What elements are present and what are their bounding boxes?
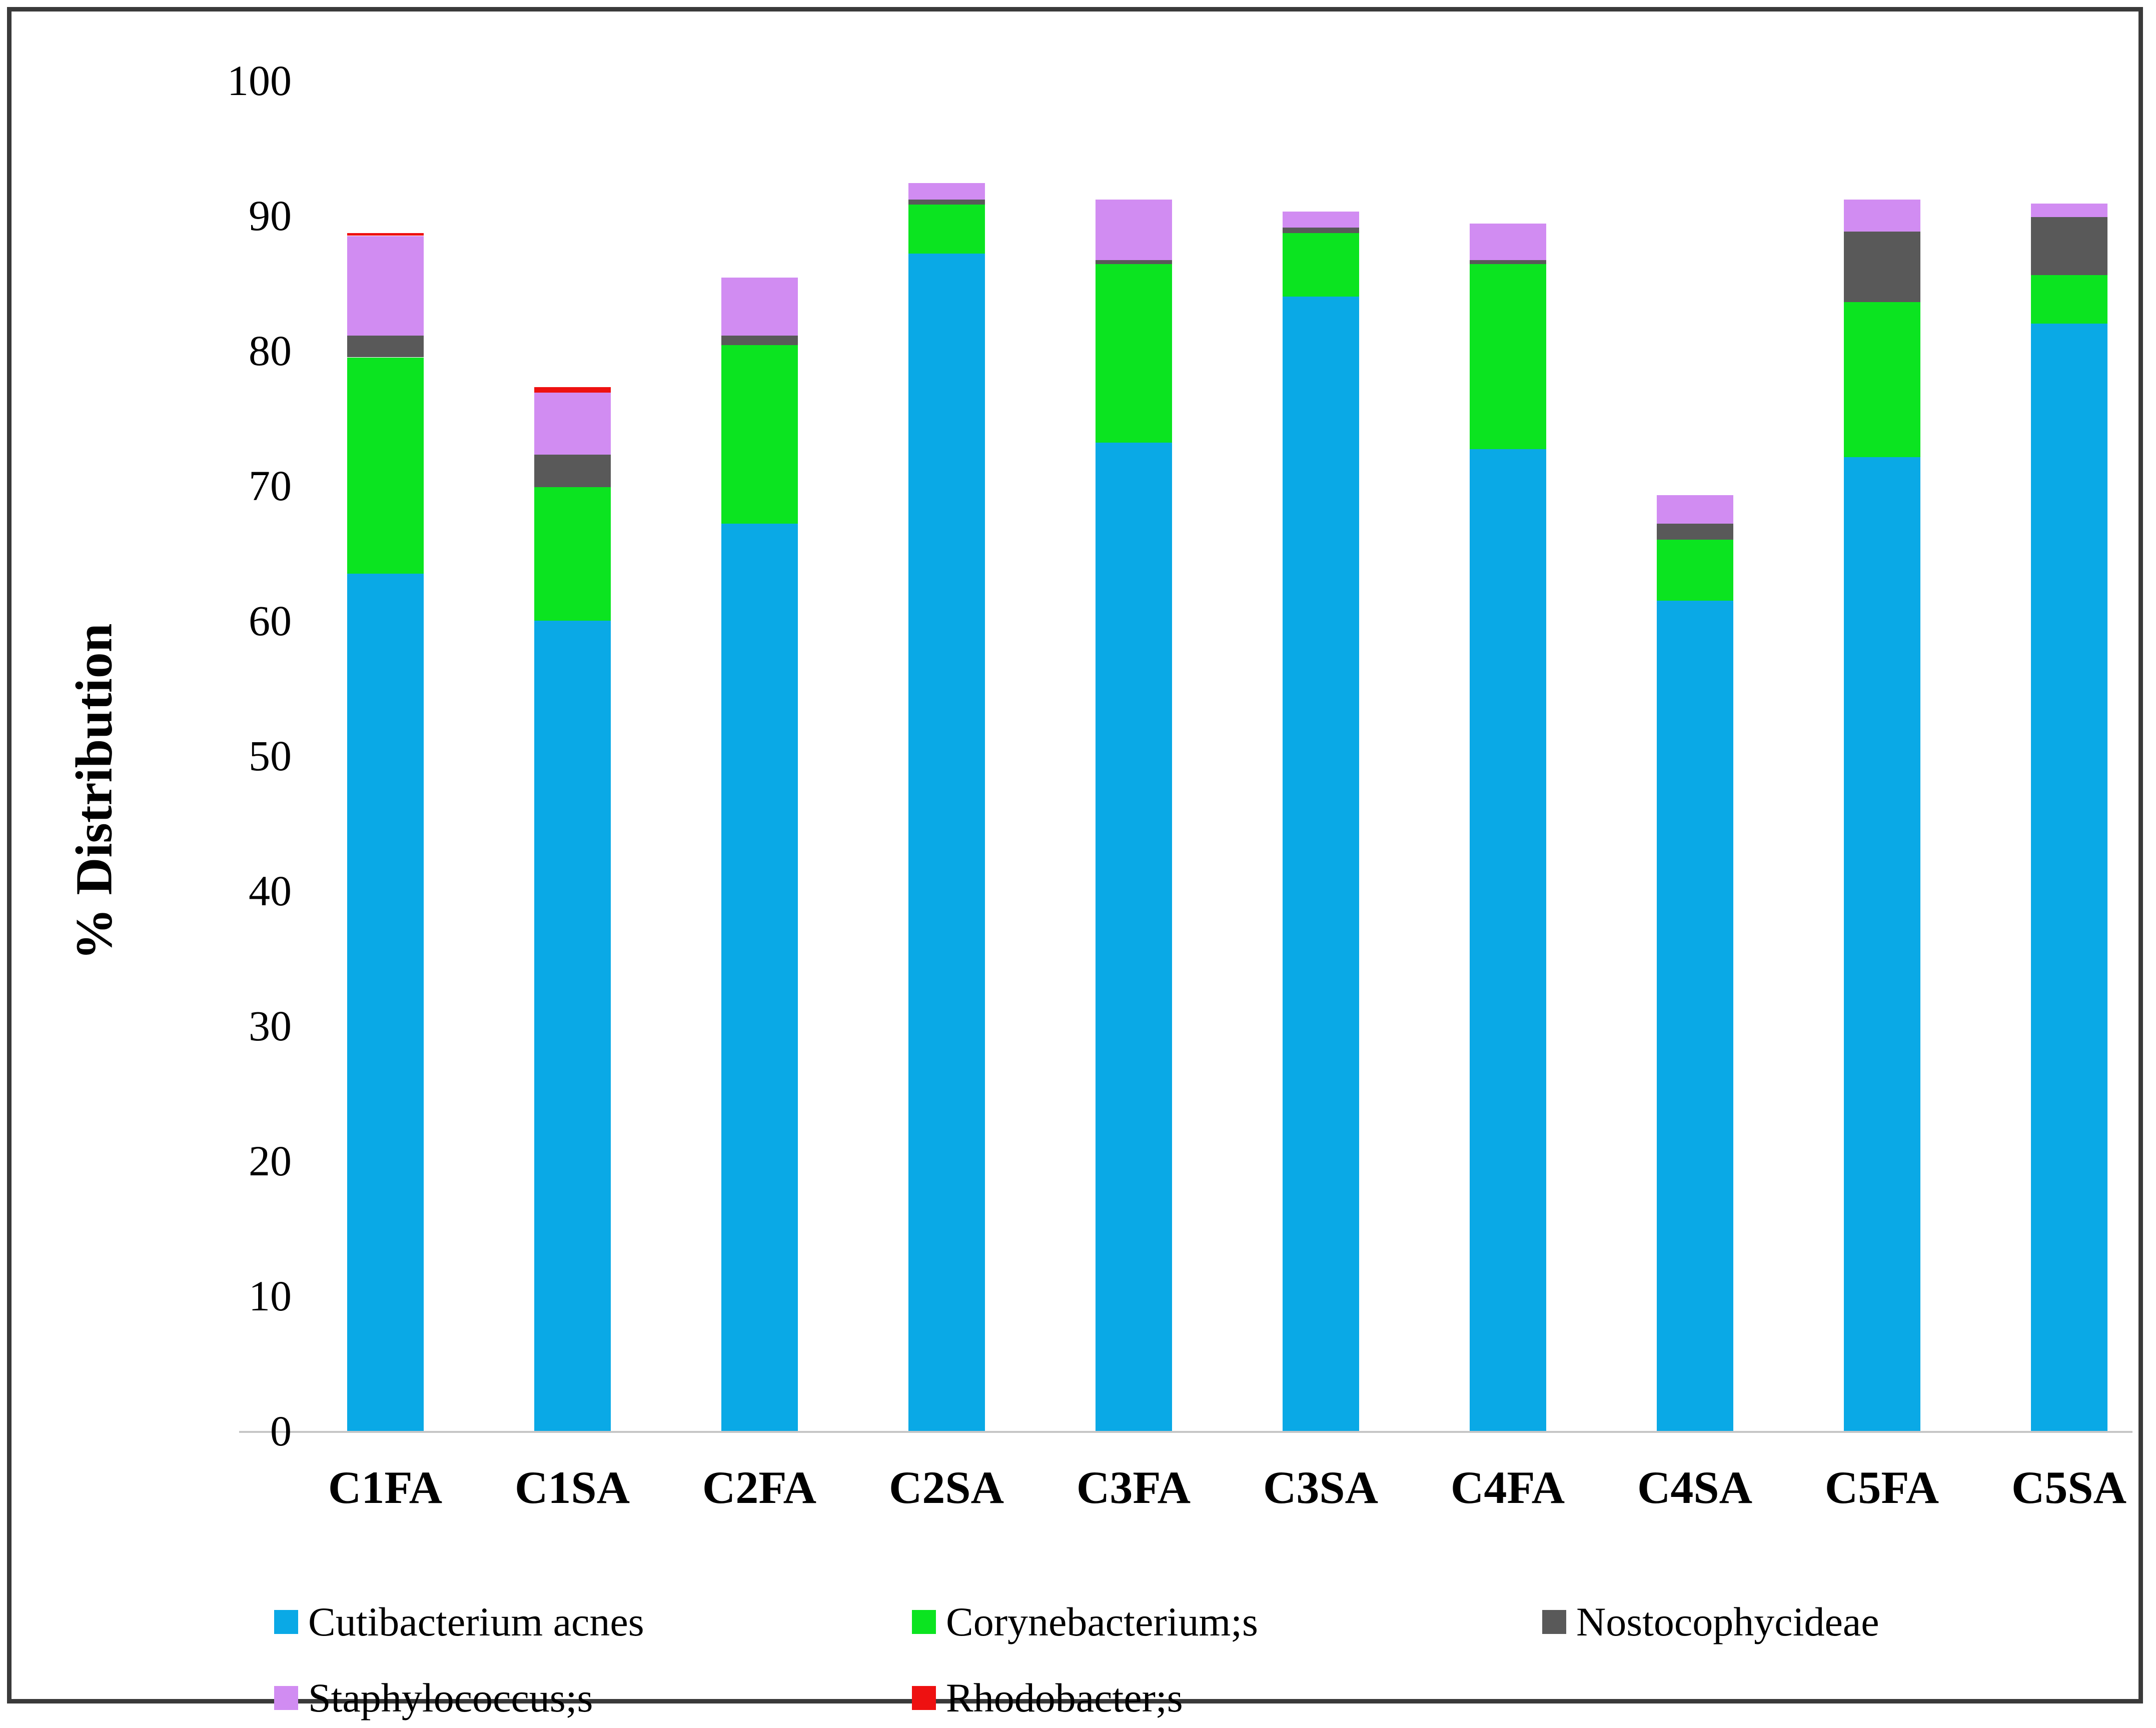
bar-segment (534, 454, 611, 487)
bar-segment (1469, 264, 1546, 450)
y-axis-tick-label: 10 (249, 1272, 292, 1320)
legend-series-label: Cutibacterium acnes (308, 1599, 644, 1644)
legend-series-label: Staphylococcus;s (308, 1675, 593, 1720)
bar-segment (1843, 302, 1920, 458)
x-axis-category-label: C5FA (1824, 1462, 1939, 1513)
bar-segment (1095, 442, 1172, 1431)
bar-segment (721, 523, 798, 1431)
bar-segment (1843, 232, 1920, 302)
bar-segment (1282, 233, 1359, 297)
y-axis-tick-label: 0 (270, 1407, 292, 1455)
y-axis-tick-label: 100 (227, 57, 292, 105)
bar-segment (347, 573, 424, 1431)
legend-item: Nostocophycideae (1542, 1592, 1879, 1652)
bar-segment (2030, 217, 2107, 275)
bar-segment (721, 278, 798, 336)
x-axis-category-label: C3SA (1263, 1462, 1379, 1513)
bar-segment (1095, 199, 1172, 261)
bar-segment (1843, 199, 1920, 232)
y-axis-tick-label: 90 (249, 192, 292, 240)
x-axis-category-label: C2SA (888, 1462, 1004, 1513)
x-axis-category-label: C4FA (1450, 1462, 1565, 1513)
y-axis-tick-label: 30 (249, 1002, 292, 1050)
figure-frame: % Distribution 0 10 20 30 40 50 60 70 80 90 100 C1… (7, 7, 2143, 1720)
stacked-bar-chart: % Distribution 0 10 20 30 40 50 60 70 80 90 100 C1… (12, 12, 2138, 1720)
bar-segment (1656, 523, 1733, 540)
y-axis-tick-label: 20 (249, 1137, 292, 1185)
legend-color-swatch (912, 1686, 936, 1710)
bar-segment (347, 357, 424, 574)
legend-color-swatch (274, 1610, 298, 1634)
bar-segment (347, 336, 424, 358)
legend-item: Staphylococcus;s (274, 1668, 593, 1728)
bar-segment (1656, 540, 1733, 601)
bar-segment (534, 621, 611, 1431)
bar-segment (1656, 495, 1733, 524)
bar-segment (2030, 275, 2107, 324)
bar-segment (1469, 449, 1546, 1431)
y-axis-tick-label: 40 (249, 867, 292, 915)
bar-segment (1282, 297, 1359, 1431)
x-axis-category-label: C5SA (2011, 1462, 2127, 1513)
bar-segment (1469, 224, 1546, 261)
bar-segment (721, 336, 798, 346)
x-axis-category-label: C1FA (328, 1462, 443, 1513)
bar-segment (347, 233, 424, 236)
legend-item: Corynebacterium;s (912, 1592, 1258, 1652)
legend-series-label: Corynebacterium;s (946, 1599, 1258, 1644)
x-axis-category-label: C4SA (1637, 1462, 1753, 1513)
bar-segment (908, 183, 985, 200)
bar-segment (2030, 324, 2107, 1431)
legend-color-swatch (1542, 1610, 1566, 1634)
bar-segment (1469, 260, 1546, 265)
bar-segment (721, 345, 798, 524)
x-axis-category-label: C3FA (1076, 1462, 1191, 1513)
bar-segment (1095, 260, 1172, 265)
legend-color-swatch (274, 1686, 298, 1710)
legend-item: Cutibacterium acnes (274, 1592, 644, 1652)
x-axis-category-label: C2FA (702, 1462, 817, 1513)
legend-series-label: Nostocophycideae (1576, 1599, 1879, 1644)
y-axis-tick-label: 80 (249, 327, 292, 375)
bar-segment (1656, 600, 1733, 1431)
y-axis-tick-label: 60 (249, 597, 292, 645)
bar-segment (534, 387, 611, 393)
x-axis-category-label: C1SA (514, 1462, 630, 1513)
y-axis-tick-label: 50 (249, 732, 292, 780)
bar-segment (347, 236, 424, 336)
x-axis-baseline (239, 1431, 2132, 1433)
bar-segment (1095, 264, 1172, 443)
bar-segment (1843, 457, 1920, 1431)
bar-segment (534, 487, 611, 621)
legend-item: Rhodobacter;s (912, 1668, 1183, 1728)
legend-color-swatch (912, 1610, 936, 1634)
y-axis-tick-label: 70 (249, 462, 292, 510)
bar-segment (908, 199, 985, 205)
bar-segment (534, 392, 611, 455)
bar-segment (2030, 203, 2107, 217)
bar-segment (908, 205, 985, 254)
bar-segment (1282, 211, 1359, 228)
bar-segment (908, 253, 985, 1431)
legend-series-label: Rhodobacter;s (946, 1675, 1183, 1720)
bar-segment (1282, 228, 1359, 234)
